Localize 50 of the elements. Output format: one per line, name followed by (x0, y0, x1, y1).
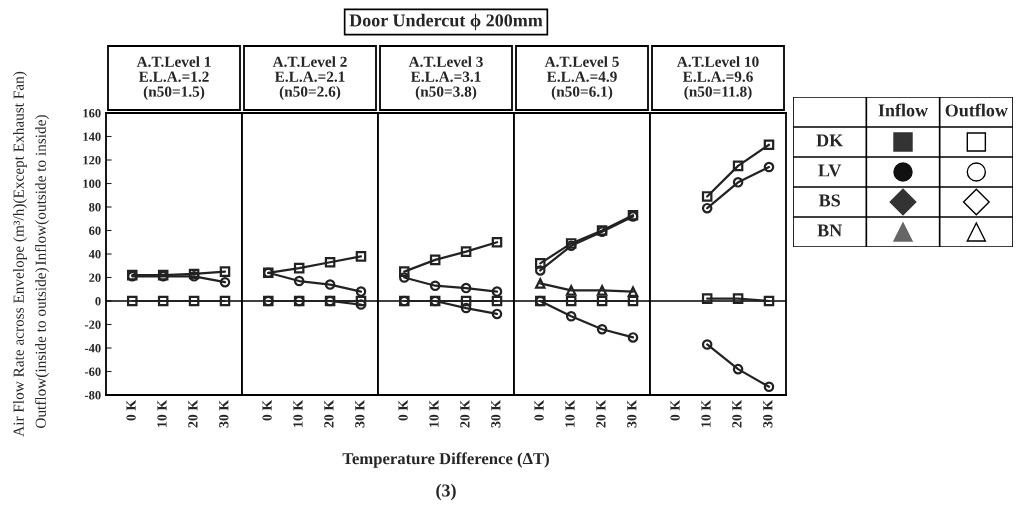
y-tick-label: 60 (89, 226, 101, 235)
y-axis-title: Air Flow Rate across Envelope (m³/h)(Except Exhaust Fan) (13, 71, 27, 437)
x-tick-label: 0 K (534, 399, 544, 421)
x-tick-label: 30 K (763, 399, 773, 428)
text: Inflow (878, 103, 928, 117)
x-tick-label: 20 K (460, 399, 470, 428)
x-tick-label: 10 K (565, 399, 575, 427)
x-tick-label: 30 K (491, 399, 501, 428)
y-tick-label: 140 (83, 132, 101, 141)
chart-subtitle: A.T.Level 5 E.L.A.=4.9 (n50=6.1) (544, 56, 619, 100)
chart-subtitle: A.T.Level 3 E.L.A.=3.1 (n50=3.8) (408, 56, 483, 100)
y-tick-label: 20 (89, 273, 101, 282)
x-axis-title: Temperature Difference (ΔT) (342, 452, 549, 468)
text: (3) (436, 483, 456, 501)
x-tick-label: 20 K (596, 399, 606, 428)
category-label: DK (816, 134, 844, 147)
x-tick-label: 0 K (398, 399, 408, 421)
text: Inflow(outside to inside) (34, 115, 50, 265)
text: Outflow (945, 103, 1008, 117)
chart-subtitle: A.T.Level 10 E.L.A.=9.6 (n50=11.8) (676, 56, 759, 100)
y-tick-label: 120 (83, 156, 101, 165)
category-label: BN (817, 224, 842, 237)
x-tick-label: 30 K (355, 399, 365, 428)
y-tick-label: 0 (95, 297, 101, 306)
x-tick-label: 10 K (293, 399, 303, 427)
y-tick-label: -40 (84, 344, 101, 353)
y-tick-label: 40 (88, 250, 101, 259)
y-tick-label: -80 (84, 391, 101, 400)
x-tick-label: 0 K (262, 399, 272, 421)
x-tick-label: 30 K (627, 399, 637, 428)
x-tick-label: 20 K (732, 399, 742, 428)
y-tick-label: -20 (84, 320, 101, 329)
y-tick-label: -60 (84, 367, 101, 376)
x-tick-label: 20 K (324, 399, 334, 428)
x-tick-label: 20 K (188, 399, 198, 428)
y-tick-label: 100 (83, 179, 101, 188)
x-tick-label: 0 K (126, 399, 136, 421)
x-tick-label: 10 K (429, 399, 439, 427)
y-tick-label: 160 (83, 109, 101, 118)
x-tick-label: 10 K (157, 399, 167, 427)
x-tick-label: 30 K (219, 399, 229, 428)
chart-title: Door Undercut ϕ 200mm (349, 13, 543, 31)
x-tick-label: 10 K (701, 399, 711, 427)
chart-subtitle: A.T.Level 1 E.L.A.=1.2 (n50=1.5) (136, 56, 211, 100)
category-label: LV (818, 164, 842, 177)
y-tick-label: 80 (89, 203, 101, 212)
chart-subtitle: A.T.Level 2 E.L.A.=2.1 (n50=2.6) (272, 56, 347, 100)
x-tick-label: 0 K (670, 399, 680, 421)
text: Outflow(inside to outside) (34, 268, 50, 428)
category-label: BS (818, 194, 840, 207)
